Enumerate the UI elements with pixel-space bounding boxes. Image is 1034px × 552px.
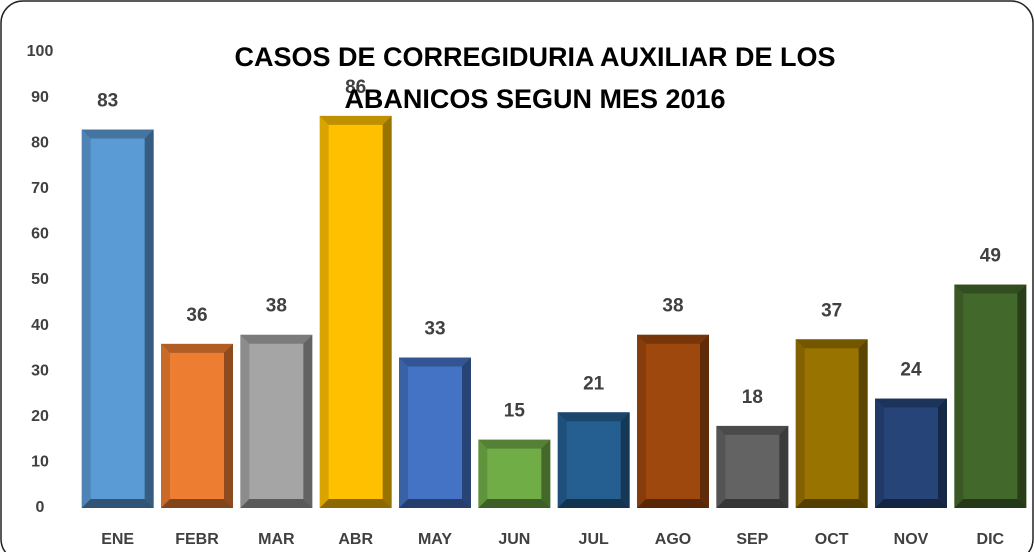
data-label: 33 xyxy=(424,319,445,340)
bar-bevel xyxy=(938,398,947,508)
y-tick-label: 0 xyxy=(36,499,45,516)
bar-bevel xyxy=(399,499,471,508)
bar-bevel xyxy=(716,425,789,435)
bar-bevel xyxy=(954,284,964,508)
data-label: 15 xyxy=(504,401,526,422)
bar-bevel xyxy=(795,499,868,508)
x-tick-label: NOV xyxy=(894,531,929,548)
bar xyxy=(716,425,789,508)
bar-bevel xyxy=(319,115,329,508)
bar-bevel xyxy=(795,339,868,349)
bar-bevel xyxy=(875,499,947,508)
bar-bevel xyxy=(462,357,471,508)
bar-bevel xyxy=(240,334,313,344)
bar-bevel xyxy=(954,499,1027,508)
data-label: 38 xyxy=(662,296,683,317)
x-tick-label: ENE xyxy=(101,531,134,548)
bar-bevel xyxy=(637,499,709,508)
bar-bevel xyxy=(144,129,154,508)
bar-bevel xyxy=(478,499,551,508)
bar xyxy=(240,334,313,508)
x-tick-label: MAR xyxy=(258,531,295,548)
x-tick-label: FEBR xyxy=(175,531,219,548)
bar-bevel xyxy=(161,343,170,508)
data-label: 36 xyxy=(186,305,207,326)
data-label: 18 xyxy=(742,387,763,408)
x-tick-label: JUL xyxy=(579,531,609,548)
y-tick-label: 60 xyxy=(31,226,49,243)
bar-bevel xyxy=(303,334,313,508)
data-label: 37 xyxy=(821,300,842,321)
bar-bevel xyxy=(557,412,567,508)
bar xyxy=(319,115,392,508)
y-tick-label: 70 xyxy=(31,180,49,197)
y-tick-label: 100 xyxy=(27,43,54,60)
x-tick-label: OCT xyxy=(815,531,849,548)
bar-bevel xyxy=(875,398,884,508)
bar-bevel xyxy=(478,439,551,449)
bar xyxy=(557,412,630,508)
bar-bevel xyxy=(954,284,1027,294)
bar xyxy=(875,398,947,508)
bar-bevel xyxy=(716,425,726,508)
bar-bevel xyxy=(700,334,709,508)
bar xyxy=(478,439,551,508)
bar-bevel xyxy=(637,334,709,344)
y-tick-label: 50 xyxy=(31,271,49,288)
data-label: 24 xyxy=(900,360,922,381)
x-tick-label: SEP xyxy=(736,531,768,548)
bar-bevel xyxy=(382,115,392,508)
bar-bevel xyxy=(319,115,392,125)
x-tick-label: AGO xyxy=(655,531,691,548)
bar xyxy=(161,343,233,508)
bar xyxy=(795,339,868,508)
bar-bevel xyxy=(875,398,947,408)
bar-bevel xyxy=(319,499,392,508)
chart-title: CASOS DE CORREGIDURIA AUXILIAR DE LOS AB… xyxy=(234,42,836,114)
y-tick-label: 10 xyxy=(31,454,49,471)
data-label: 83 xyxy=(97,91,118,112)
bar-bevel xyxy=(478,439,488,508)
bar-bevel xyxy=(620,412,630,508)
bar-bevel xyxy=(224,343,233,508)
bar-bevel xyxy=(81,499,154,508)
bar-bevel xyxy=(858,339,868,508)
bar xyxy=(637,334,709,508)
bar-bevel xyxy=(81,129,154,139)
bar-bevel xyxy=(399,357,408,508)
bar-bevel xyxy=(557,499,630,508)
bar xyxy=(954,284,1027,508)
y-tick-label: 30 xyxy=(31,362,49,379)
y-tick-label: 90 xyxy=(31,89,49,106)
bar-bevel xyxy=(161,499,233,508)
x-tick-label: DIC xyxy=(977,531,1005,548)
y-tick-label: 40 xyxy=(31,317,49,334)
bar-bevel xyxy=(81,129,91,508)
bar-bevel xyxy=(557,412,630,422)
bar-bevel xyxy=(161,343,233,353)
bar xyxy=(81,129,154,508)
bar-bevel xyxy=(637,334,646,508)
y-tick-label: 20 xyxy=(31,408,49,425)
data-label: 86 xyxy=(345,77,366,98)
x-tick-label: MAY xyxy=(418,531,452,548)
bar-bevel xyxy=(795,339,805,508)
data-label: 21 xyxy=(583,373,605,394)
x-tick-label: JUN xyxy=(498,531,530,548)
x-tick-label: ABR xyxy=(338,531,373,548)
bar-bevel xyxy=(240,334,250,508)
bar-bevel xyxy=(399,357,471,367)
data-label: 38 xyxy=(266,296,287,317)
bar-bevel xyxy=(541,439,551,508)
data-label: 49 xyxy=(980,246,1001,267)
bar-bevel xyxy=(779,425,789,508)
bar-bevel xyxy=(240,499,313,508)
y-tick-label: 80 xyxy=(31,134,49,151)
bar xyxy=(399,357,471,508)
bar-bevel xyxy=(716,499,789,508)
bar-bevel xyxy=(1017,284,1027,508)
